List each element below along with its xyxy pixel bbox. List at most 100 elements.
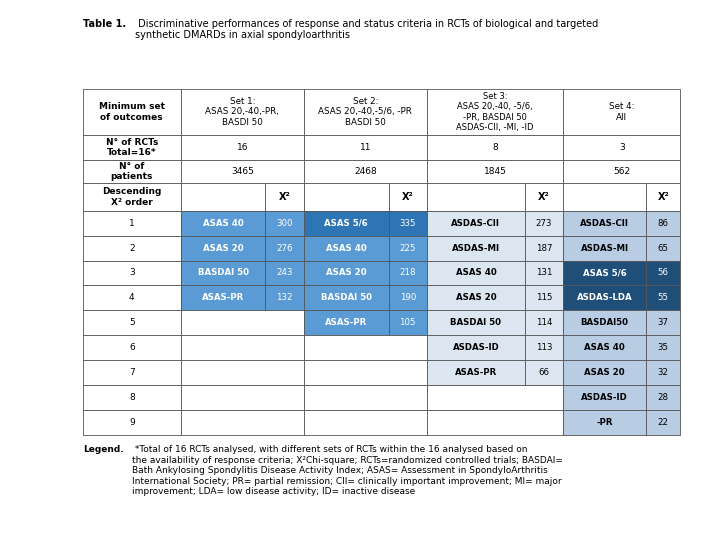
- Text: 11: 11: [359, 143, 371, 152]
- Text: 2468: 2468: [354, 167, 377, 176]
- Text: ASAS 20: ASAS 20: [326, 268, 366, 278]
- Bar: [427, 286, 525, 310]
- Bar: [389, 260, 427, 286]
- Bar: [181, 211, 266, 235]
- Bar: [304, 335, 427, 360]
- Bar: [427, 211, 525, 235]
- Bar: [427, 260, 525, 286]
- Text: 1: 1: [129, 219, 135, 228]
- Bar: [181, 134, 304, 160]
- Bar: [646, 410, 680, 435]
- Bar: [304, 160, 427, 183]
- Text: ASDAS-MI: ASDAS-MI: [580, 244, 629, 253]
- Text: ASAS 20: ASAS 20: [456, 293, 496, 302]
- Bar: [563, 286, 646, 310]
- Bar: [389, 235, 427, 260]
- Text: 113: 113: [536, 343, 552, 352]
- Bar: [83, 89, 181, 134]
- Text: ASAS 5/6: ASAS 5/6: [582, 268, 626, 278]
- Bar: [646, 335, 680, 360]
- Text: 37: 37: [657, 318, 669, 327]
- Text: 190: 190: [400, 293, 416, 302]
- Text: Table 1.: Table 1.: [83, 19, 126, 29]
- Text: 3465: 3465: [231, 167, 253, 176]
- Bar: [563, 134, 680, 160]
- Text: 6: 6: [129, 343, 135, 352]
- Text: 4: 4: [129, 293, 135, 302]
- Bar: [266, 235, 304, 260]
- Bar: [83, 183, 181, 211]
- Text: 28: 28: [657, 393, 669, 402]
- Bar: [646, 385, 680, 410]
- Text: X²: X²: [538, 192, 550, 202]
- Bar: [389, 211, 427, 235]
- Text: N° of RCTs
Total=16*: N° of RCTs Total=16*: [106, 138, 158, 157]
- Bar: [83, 286, 181, 310]
- Bar: [563, 335, 646, 360]
- Bar: [525, 183, 563, 211]
- Text: 1845: 1845: [484, 167, 507, 176]
- Bar: [427, 385, 563, 410]
- Text: ASAS-PR: ASAS-PR: [202, 293, 244, 302]
- Bar: [427, 235, 525, 260]
- Text: 35: 35: [657, 343, 669, 352]
- Bar: [525, 211, 563, 235]
- Text: 65: 65: [657, 244, 669, 253]
- Bar: [525, 335, 563, 360]
- Text: 3: 3: [619, 143, 625, 152]
- Text: Set 4:
All: Set 4: All: [609, 102, 634, 122]
- Bar: [304, 310, 389, 335]
- Bar: [525, 286, 563, 310]
- Bar: [181, 385, 304, 410]
- Text: ASDAS-CII: ASDAS-CII: [580, 219, 629, 228]
- Bar: [563, 410, 646, 435]
- Text: ASDAS-MI: ASDAS-MI: [452, 244, 500, 253]
- Text: BASDAI 50: BASDAI 50: [451, 318, 501, 327]
- Bar: [181, 286, 266, 310]
- Text: ASAS-PR: ASAS-PR: [455, 368, 497, 377]
- Bar: [563, 310, 646, 335]
- Text: 7: 7: [129, 368, 135, 377]
- Text: 115: 115: [536, 293, 552, 302]
- Text: 8: 8: [129, 393, 135, 402]
- Bar: [525, 260, 563, 286]
- Bar: [304, 89, 427, 134]
- Bar: [181, 335, 304, 360]
- Text: 8: 8: [492, 143, 498, 152]
- Text: 131: 131: [536, 268, 552, 278]
- Bar: [427, 360, 525, 385]
- Bar: [525, 310, 563, 335]
- Bar: [181, 360, 304, 385]
- Bar: [304, 410, 427, 435]
- Bar: [563, 89, 680, 134]
- Text: ASDAS-ID: ASDAS-ID: [581, 393, 628, 402]
- Bar: [646, 360, 680, 385]
- Bar: [83, 235, 181, 260]
- Text: 32: 32: [657, 368, 669, 377]
- Bar: [427, 89, 563, 134]
- Bar: [266, 286, 304, 310]
- Bar: [304, 211, 389, 235]
- Text: ASDAS-LDA: ASDAS-LDA: [577, 293, 632, 302]
- Bar: [304, 235, 389, 260]
- Bar: [646, 310, 680, 335]
- Text: 9: 9: [129, 418, 135, 427]
- Text: Minimum set
of outcomes: Minimum set of outcomes: [99, 102, 165, 122]
- Text: 187: 187: [536, 244, 552, 253]
- Bar: [181, 410, 304, 435]
- Bar: [304, 260, 389, 286]
- Bar: [304, 360, 427, 385]
- Text: 5: 5: [129, 318, 135, 327]
- Bar: [646, 211, 680, 235]
- Bar: [266, 183, 304, 211]
- Text: Set 2:
ASAS 20,-40,-5/6, -PR
BASDI 50: Set 2: ASAS 20,-40,-5/6, -PR BASDI 50: [318, 97, 413, 127]
- Bar: [181, 89, 304, 134]
- Text: N° of
patients: N° of patients: [111, 162, 153, 181]
- Bar: [427, 134, 563, 160]
- Bar: [563, 235, 646, 260]
- Text: 225: 225: [400, 244, 416, 253]
- Text: ASAS 40: ASAS 40: [326, 244, 366, 253]
- Text: X²: X²: [279, 192, 291, 202]
- Text: 66: 66: [539, 368, 549, 377]
- Text: Legend.: Legend.: [83, 446, 123, 455]
